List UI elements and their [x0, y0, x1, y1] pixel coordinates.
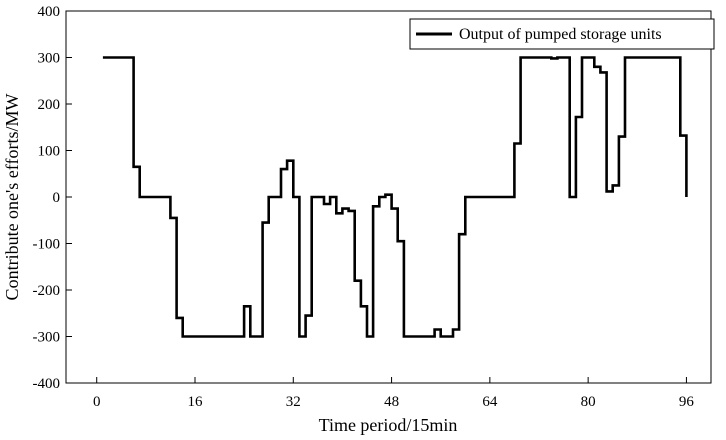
x-tick-label: 0: [93, 394, 101, 410]
x-axis: 0 16 32 48 64 80 96: [93, 377, 694, 410]
y-tick-label: 400: [38, 4, 61, 20]
x-tick-label: 16: [188, 394, 204, 410]
x-axis-title: Time period/15min: [319, 415, 458, 435]
x-tick-label: 32: [286, 394, 301, 410]
series-layer: [102, 56, 688, 338]
y-tick-label: 0: [53, 190, 61, 206]
y-tick-label: 100: [38, 144, 61, 160]
x-tick-label: 80: [581, 394, 596, 410]
series-line: [102, 56, 688, 338]
y-tick-label: -400: [33, 376, 61, 392]
legend-label: Output of pumped storage units: [459, 26, 662, 43]
x-tick-label: 64: [482, 394, 498, 410]
y-tick-label: 200: [38, 97, 61, 113]
legend: Output of pumped storage units: [409, 18, 715, 50]
y-axis: -400 -300 -200 -100 0 100 200 300 400: [33, 4, 72, 392]
y-tick-label: -200: [33, 283, 61, 299]
legend-box: [409, 18, 715, 50]
x-tick-label: 96: [679, 394, 695, 410]
y-tick-label: -100: [33, 237, 61, 253]
y-tick-label: 300: [38, 51, 61, 67]
x-tick-label: 48: [384, 394, 399, 410]
y-tick-label: -300: [33, 330, 61, 346]
y-axis-title: Contribute one's efforts/MW: [2, 94, 22, 301]
